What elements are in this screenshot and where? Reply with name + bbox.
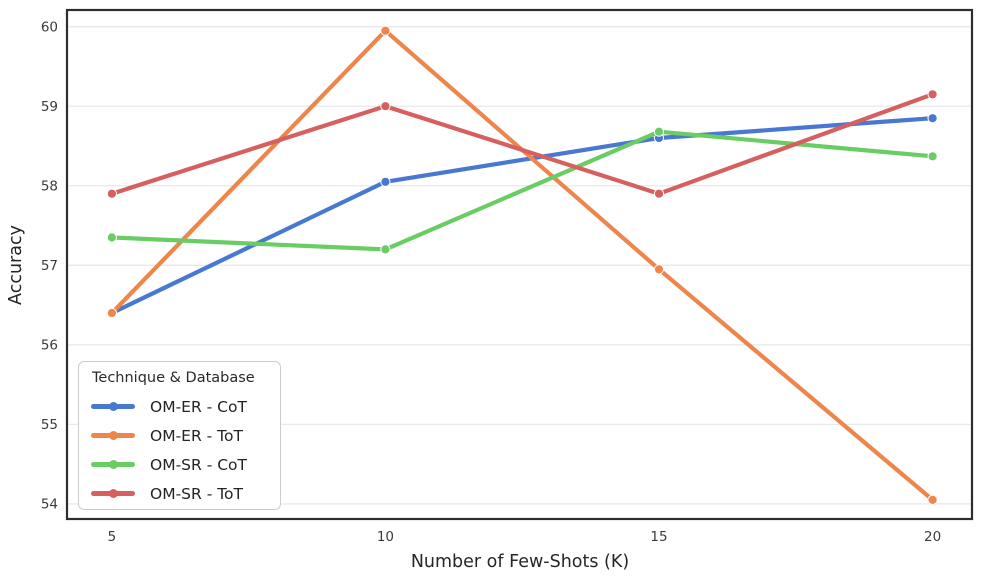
data-point	[927, 151, 938, 162]
y-tick-label: 58	[41, 179, 58, 195]
data-point	[380, 101, 391, 112]
data-point	[653, 126, 665, 137]
legend-label: OM-ER - ToT	[150, 426, 243, 445]
y-axis-title: Accuracy	[6, 225, 26, 305]
x-axis-title: Number of Few-Shots (K)	[411, 552, 629, 572]
plot-frame	[65, 8, 974, 521]
legend-item: OM-SR - ToT	[91, 479, 268, 508]
data-point	[927, 494, 938, 505]
legend-items: OM-ER - CoT OM-ER - ToT OM-SR - CoT OM-SR -…	[91, 392, 268, 508]
y-tick-label: 54	[41, 497, 58, 513]
y-tick-label: 60	[41, 20, 58, 36]
y-tick-label: 56	[41, 338, 58, 354]
data-point	[106, 232, 118, 243]
data-point	[106, 307, 118, 319]
legend-label: OM-SR - CoT	[150, 455, 247, 474]
data-point	[927, 89, 938, 100]
y-tick-label: 57	[41, 258, 58, 274]
legend: Technique & Database OM-ER - CoT OM-ER - …	[78, 361, 281, 510]
y-tick-label: 55	[41, 417, 58, 433]
y-tick-label: 59	[41, 99, 58, 115]
legend-line-marker-icon	[91, 460, 135, 469]
legend-line-marker-icon	[91, 431, 135, 440]
x-tick-label: 10	[377, 529, 394, 545]
series-group	[106, 25, 938, 505]
data-point	[653, 264, 665, 275]
series-line-om-er-cot	[109, 116, 935, 316]
data-point	[106, 188, 118, 199]
x-tick-label: 15	[650, 529, 667, 545]
legend-item: OM-ER - CoT	[91, 392, 268, 421]
legend-title: Technique & Database	[92, 370, 255, 386]
legend-line-marker-icon	[91, 402, 135, 411]
data-point	[380, 244, 391, 255]
legend-line-marker-icon	[91, 489, 135, 498]
data-point	[927, 113, 938, 124]
data-point	[380, 176, 391, 187]
legend-item: OM-SR - CoT	[91, 450, 268, 479]
legend-item: OM-ER - ToT	[91, 421, 268, 450]
tick-labels: 54 55 56 57 58 59 60 5 10 15 20	[41, 20, 941, 545]
data-point	[380, 25, 391, 36]
x-tick-label: 5	[108, 529, 117, 545]
legend-label: OM-SR - ToT	[150, 484, 244, 503]
data-point	[653, 188, 665, 199]
series-line-om-sr-tot	[109, 92, 935, 196]
x-tick-label: 20	[924, 529, 941, 545]
legend-label: OM-ER - CoT	[150, 397, 247, 416]
